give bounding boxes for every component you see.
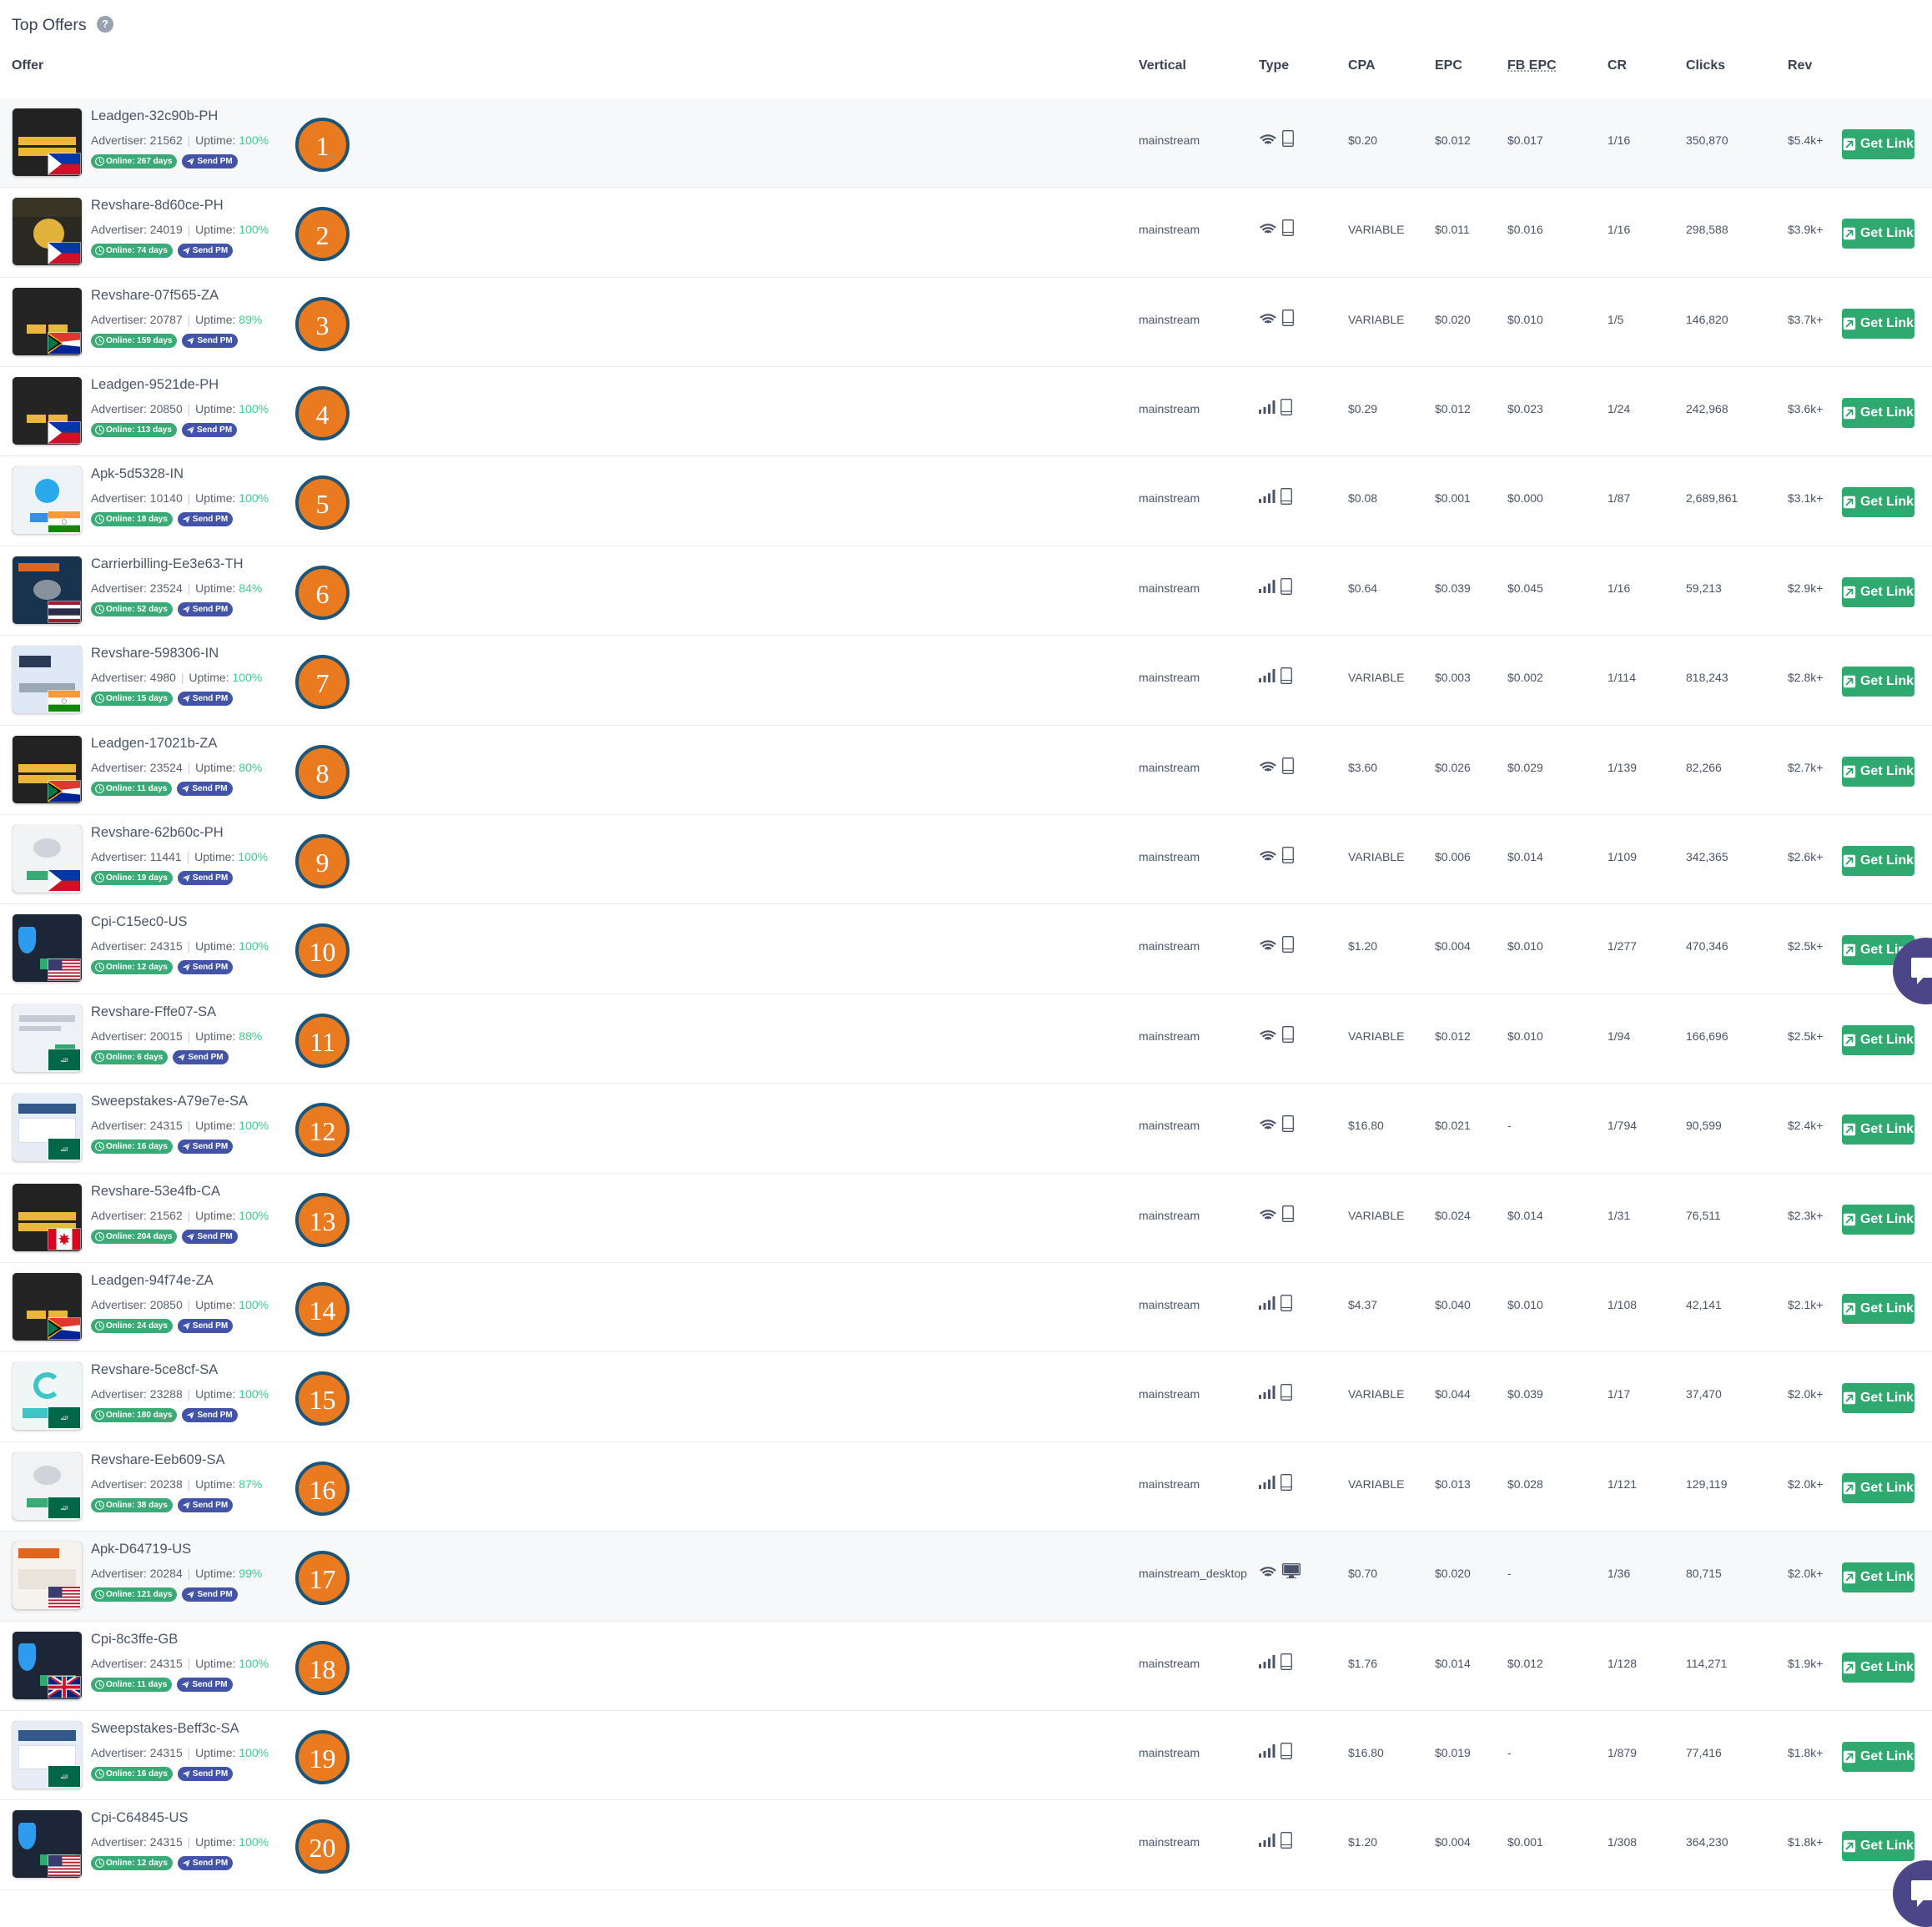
svg-text:الله: الله	[60, 1416, 68, 1421]
svg-text:الله: الله	[60, 1774, 68, 1780]
svg-text:الله: الله	[60, 1147, 68, 1153]
svg-text:الله: الله	[60, 1506, 68, 1512]
svg-text:الله: الله	[60, 1058, 68, 1064]
